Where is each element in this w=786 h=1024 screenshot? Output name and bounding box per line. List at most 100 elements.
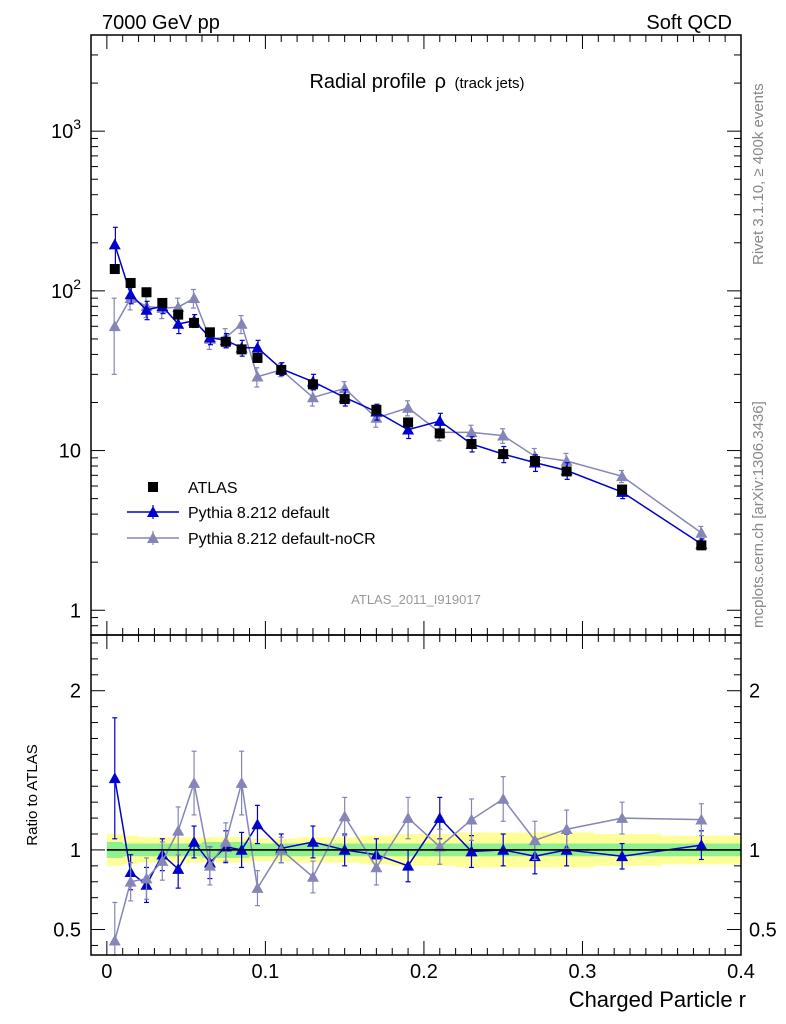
ratio-point (433, 812, 446, 823)
main-y-tick-label: 102 (51, 276, 81, 303)
main-point (306, 391, 319, 403)
ratio-point (402, 812, 415, 823)
rivet-version-label: Rivet 3.1.10, ≥ 400k events (750, 83, 767, 265)
main-point (402, 423, 415, 435)
x-tick-label: 0.2 (410, 961, 438, 983)
ratio-y-tick-label-right: 1 (749, 840, 760, 862)
ratio-y-tick-label: 0.5 (53, 920, 81, 942)
x-tick-label: 0.3 (569, 961, 597, 983)
ratio-point (235, 777, 248, 788)
atlas-data-point (189, 317, 200, 328)
legend-entry: Pythia 8.212 default-noCR (127, 531, 376, 548)
ratio-point (695, 839, 708, 850)
main-point (251, 341, 264, 353)
main-point (172, 301, 185, 313)
main-series-line (114, 244, 702, 545)
atlas-data-point (498, 449, 509, 460)
atlas-data-point (617, 484, 628, 495)
ratio-point (497, 792, 510, 804)
ratio-point (306, 835, 319, 847)
main-point (616, 470, 629, 482)
ratio-panel-frame (90, 634, 742, 956)
atlas-data-point (125, 277, 136, 288)
ratio-point (433, 840, 446, 852)
ratio-point (203, 859, 216, 871)
ratio-y-tick-label: 1 (70, 840, 81, 862)
legend-label: ATLAS (188, 480, 238, 497)
atlas-data-point (141, 287, 152, 298)
main-y-tick-label: 1 (70, 600, 81, 622)
axes-and-ticks: 1 10 102 103 0 0.1 0.2 0.3 0.4 0.5 0.5 1 1 2 2 (51, 34, 777, 983)
ratio-y-tick-label: 2 (70, 681, 81, 703)
ratio-point (156, 855, 169, 866)
ratio-y-tick-label-right: 2 (749, 681, 760, 703)
main-point (497, 429, 510, 441)
legend-marker-square (148, 482, 158, 492)
ratio-point (465, 813, 478, 825)
atlas-data-point (157, 297, 168, 308)
ratio-point (306, 870, 319, 882)
ratio-point (219, 835, 232, 847)
main-point (235, 318, 248, 329)
main-panel-marks (108, 226, 708, 551)
header-right-label: Soft QCD (646, 12, 732, 34)
atlas-data-point (466, 438, 477, 449)
analysis-id-label: ATLAS_2011_I919017 (351, 592, 481, 607)
legend-marker-triangle (147, 506, 159, 517)
ratio-point (108, 934, 121, 946)
atlas-data-point (561, 466, 572, 477)
ratio-point (108, 772, 121, 784)
main-panel-title: Radial profile ρ (track jets) (309, 71, 524, 93)
ratio-point (560, 823, 573, 835)
main-series-1 (108, 226, 708, 551)
ratio-point (251, 818, 264, 830)
atlas-data-point (276, 364, 287, 375)
main-point (433, 415, 446, 426)
atlas-data-point (403, 417, 414, 428)
legend-entry: Pythia 8.212 default (127, 505, 330, 522)
title-rho-symbol: ρ (435, 71, 446, 93)
mcplots-label: mcplots.cern.ch [arXiv:1306.3436] (750, 401, 767, 628)
atlas-data-point (236, 344, 247, 355)
ratio-point (172, 863, 185, 874)
main-point (108, 320, 121, 332)
ratio-point (188, 835, 201, 847)
legend: ATLAS Pythia 8.212 default Pythia 8.212 de… (127, 480, 376, 548)
atlas-data-point (173, 309, 184, 320)
x-tick-label: 0.1 (251, 961, 279, 983)
main-point (338, 382, 351, 394)
main-series-atlas (109, 264, 707, 551)
legend-label: Pythia 8.212 default-noCR (188, 531, 376, 548)
atlas-data-point (371, 404, 382, 415)
main-y-tick-label: 10 (59, 441, 81, 463)
legend-entry: ATLAS (148, 480, 238, 497)
atlas-data-point (696, 540, 707, 551)
x-tick-label: 0.4 (727, 961, 755, 983)
main-point (465, 426, 478, 438)
ratio-panel-marks (106, 717, 741, 956)
ratio-point (616, 850, 629, 862)
ratio-point (338, 810, 351, 822)
main-series-line (114, 297, 702, 534)
ratio-series-1 (108, 750, 708, 956)
atlas-data-point (339, 394, 350, 405)
atlas-data-point (220, 336, 231, 347)
atlas-data-point (307, 379, 318, 390)
ratio-point (465, 845, 478, 857)
ratio-point (188, 777, 201, 788)
x-tick-label: 0 (101, 961, 112, 983)
main-point (140, 303, 153, 315)
atlas-data-point (434, 428, 445, 439)
ratio-point (528, 834, 541, 846)
ratio-point (370, 861, 383, 873)
main-y-tick-label: 103 (51, 116, 81, 143)
main-point (188, 292, 201, 303)
main-point (108, 238, 121, 250)
ratio-y-tick-label-right: 0.5 (749, 920, 777, 942)
ratio-point (124, 875, 137, 887)
atlas-data-point (109, 264, 120, 275)
atlas-data-point (252, 352, 263, 363)
main-point (172, 318, 185, 329)
title-sub-text: (track jets) (455, 75, 525, 92)
